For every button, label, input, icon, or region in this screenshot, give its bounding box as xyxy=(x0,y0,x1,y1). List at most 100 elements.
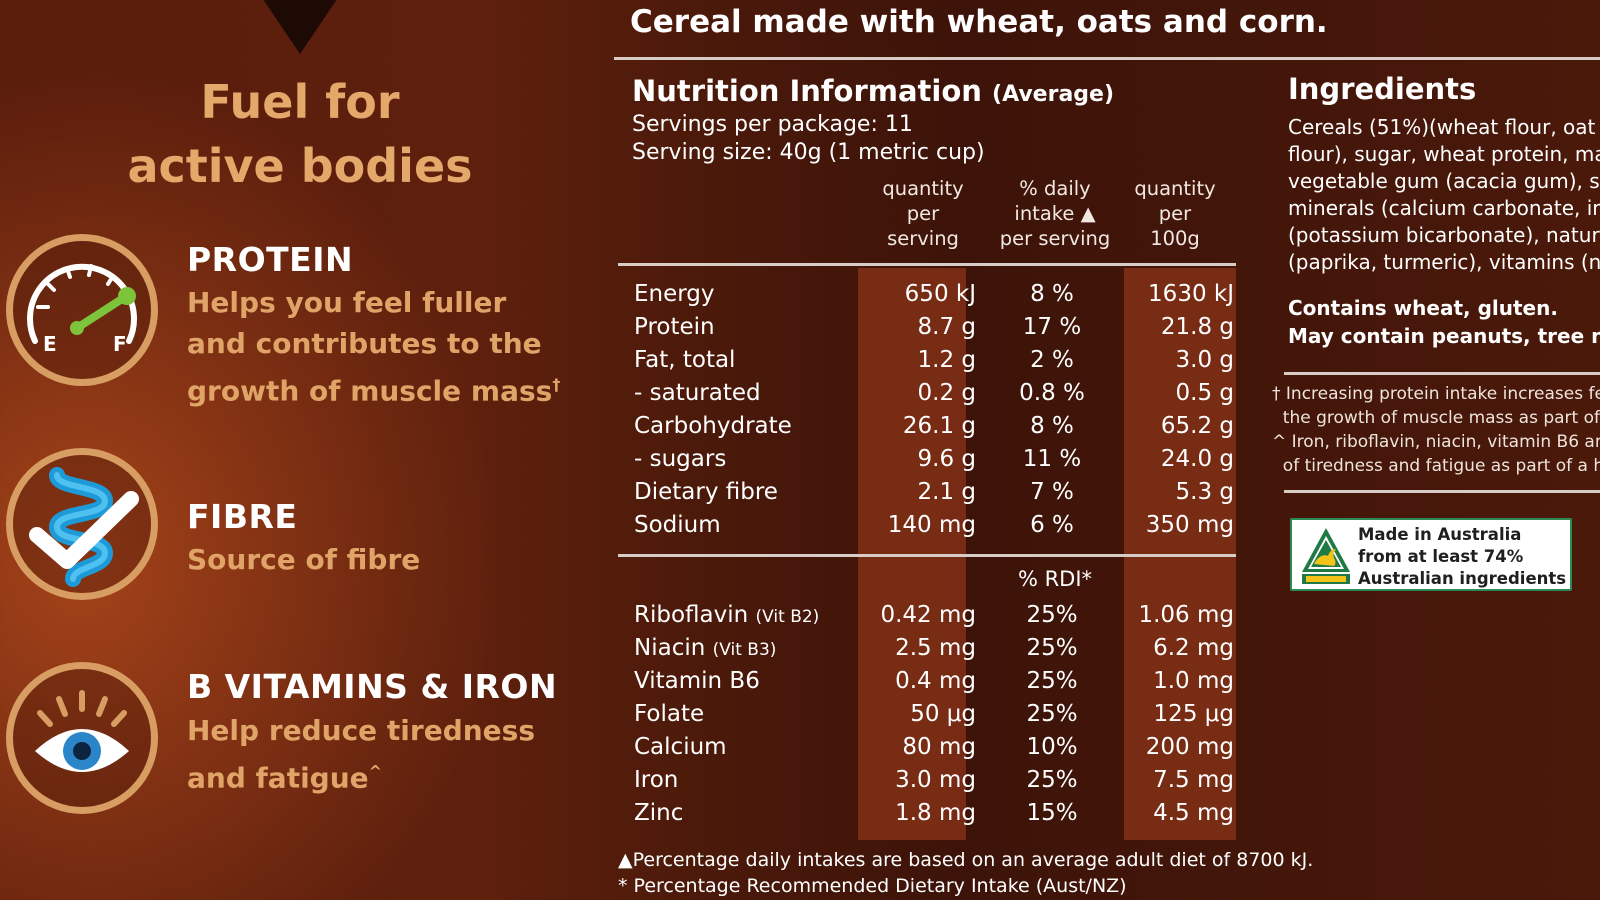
divider xyxy=(614,57,1600,60)
value-percent: 8 % xyxy=(1030,281,1074,307)
benefit-text-fibre: Source of fibre xyxy=(187,539,420,580)
nutrition-title-suffix: (Average) xyxy=(992,82,1115,107)
allergen-contains: Contains wheat, gluten. xyxy=(1288,296,1558,320)
nutrient-label: - sugars xyxy=(634,443,726,476)
gauge-full-label: F xyxy=(113,332,127,356)
nutrient-name: Folate xyxy=(634,701,705,727)
product-description: Cereal made with wheat, oats and corn. xyxy=(630,4,1328,40)
nutrition-row: Riboflavin (Vit B2) 0.42 mg 25% 1.06 mg xyxy=(618,599,1238,632)
made-in-line: Made in Australia xyxy=(1358,525,1522,544)
nutrition-row: Carbohydrate 26.1 g 8 % 65.2 g xyxy=(618,410,1238,443)
value-per-serving: 0.4 mg xyxy=(895,668,976,694)
ingredients-text: Cereals (51%)(wheat flour, oat flour), s… xyxy=(1288,114,1600,276)
nutrient-name: Calcium xyxy=(634,734,727,760)
value-per-100g: 3.0 g xyxy=(1175,347,1235,373)
nutrient-name: Protein xyxy=(634,314,715,340)
value-percent: 25% xyxy=(1026,701,1078,727)
benefit-title-fibre: FIBRE xyxy=(187,497,298,536)
nutrition-row: Iron 3.0 mg 25% 7.5 mg xyxy=(618,764,1238,797)
nutrient-label: Zinc xyxy=(634,797,683,832)
value-percent: 25% xyxy=(1026,635,1078,661)
nutrient-subname: (Vit B2) xyxy=(755,607,820,627)
gut-checkmark-icon xyxy=(6,448,158,600)
value-per-100g: 350 mg xyxy=(1145,512,1234,538)
ingredients-line: flour), sugar, wheat protein, ma xyxy=(1288,142,1600,166)
made-in-text: Made in Australia from at least 74% Aust… xyxy=(1358,524,1570,590)
benefit-text-line: Help reduce tiredness xyxy=(187,714,536,747)
value-per-100g: 21.8 g xyxy=(1160,314,1234,340)
value-percent: 7 % xyxy=(1030,479,1074,505)
divider xyxy=(1284,372,1600,375)
nutrition-row: Sodium 140 mg 6 % 350 mg xyxy=(618,509,1238,542)
value-per-100g: 1.0 mg xyxy=(1153,668,1234,694)
value-percent: 25% xyxy=(1026,602,1078,628)
value-percent: 0.8 % xyxy=(1019,380,1085,406)
australian-made-kangaroo-logo xyxy=(1302,528,1350,584)
headline: Fuel for active bodies xyxy=(100,70,500,198)
nutrient-label: Sodium xyxy=(634,509,721,542)
value-per-serving: 8.7 g xyxy=(917,314,977,340)
made-in-line: Australian ingredients xyxy=(1358,569,1567,588)
column-header-daily-intake: % daily intake ▲ per serving xyxy=(999,177,1111,250)
nutrient-label: Folate xyxy=(634,698,704,733)
headline-line-1: Fuel for xyxy=(200,75,400,129)
nutrient-name: - sugars xyxy=(634,446,727,472)
servings-per-package: Servings per package: 11 xyxy=(632,112,913,137)
ingredients-line: Cereals (51%)(wheat flour, oat xyxy=(1288,115,1596,139)
value-per-serving: 80 mg xyxy=(902,734,976,760)
value-percent: 17 % xyxy=(1022,314,1082,340)
benefit-text-line: Helps you feel fuller xyxy=(187,286,507,319)
rdi-header: % RDI* xyxy=(1017,567,1093,591)
nutrition-row: Fat, total 1.2 g 2 % 3.0 g xyxy=(618,344,1238,377)
benefit-text-line: growth of muscle mass xyxy=(187,374,553,408)
nutrient-name: Energy xyxy=(634,281,715,307)
nutrient-name: Niacin xyxy=(634,635,706,661)
value-percent: 25% xyxy=(1026,767,1078,793)
value-percent: 2 % xyxy=(1030,347,1074,373)
allergen-may-contain: May contain peanuts, tree nut xyxy=(1288,324,1600,348)
value-per-serving: 650 kJ xyxy=(904,281,976,307)
nutrient-label: Calcium xyxy=(634,731,727,766)
value-percent: 10% xyxy=(1026,734,1078,760)
benefit-text-line: and fatigue xyxy=(187,761,369,795)
value-percent: 15% xyxy=(1026,800,1078,826)
nutrition-row: Protein 8.7 g 17 % 21.8 g xyxy=(618,311,1238,344)
claim-note-line: † Increasing protein intake increases fe… xyxy=(1272,384,1600,404)
ingredients-line: minerals (calcium carbonate, iro xyxy=(1288,196,1600,220)
nutrient-name: Zinc xyxy=(634,800,684,826)
nutrient-label: Energy xyxy=(634,278,715,311)
nutrition-title: Nutrition Information (Average) xyxy=(632,74,1114,108)
nutrient-name: - saturated xyxy=(634,380,761,406)
nutrition-row: Dietary fibre 2.1 g 7 % 5.3 g xyxy=(618,476,1238,509)
nutrient-name: Sodium xyxy=(634,512,721,538)
made-in-line: from at least 74% xyxy=(1358,547,1524,566)
value-per-100g: 6.2 mg xyxy=(1153,635,1234,661)
claim-note-line: the growth of muscle mass as part of a xyxy=(1272,408,1600,428)
nutrient-name: Riboflavin xyxy=(634,602,749,628)
nutrition-row: - sugars 9.6 g 11 % 24.0 g xyxy=(618,443,1238,476)
nutrient-label: Carbohydrate xyxy=(634,410,792,443)
value-per-100g: 5.3 g xyxy=(1175,479,1235,505)
ingredients-line: (potassium bicarbonate), natur xyxy=(1288,223,1600,247)
gauge-empty-label: E xyxy=(43,332,57,356)
nutrient-label: Fat, total xyxy=(634,344,735,377)
fuel-gauge-icon: E F xyxy=(6,234,158,386)
nutrient-label: Protein xyxy=(634,311,715,344)
value-per-serving: 50 μg xyxy=(910,701,976,727)
value-per-serving: 3.0 mg xyxy=(895,767,976,793)
value-per-100g: 0.5 g xyxy=(1175,380,1235,406)
claim-note-line: ^ Iron, riboflavin, niacin, vitamin B6 a… xyxy=(1272,432,1600,452)
ingredients-line: (paprika, turmeric), vitamins (nia xyxy=(1288,250,1600,274)
nutrient-label: Riboflavin (Vit B2) xyxy=(634,599,819,634)
nutrient-name: Dietary fibre xyxy=(634,479,778,505)
nutrient-subname: (Vit B3) xyxy=(712,640,777,660)
claim-note-line: of tiredness and fatigue as part of a he… xyxy=(1272,456,1600,476)
made-in-australia-badge: Made in Australia from at least 74% Aust… xyxy=(1290,518,1572,591)
value-percent: 8 % xyxy=(1030,413,1074,439)
nutrition-title-text: Nutrition Information xyxy=(632,74,982,108)
allergen-statement: Contains wheat, gluten. May contain pean… xyxy=(1288,294,1600,350)
nutrient-label: Iron xyxy=(634,764,678,799)
value-per-100g: 1.06 mg xyxy=(1138,602,1234,628)
value-per-100g: 24.0 g xyxy=(1160,446,1234,472)
nutrient-label: - saturated xyxy=(634,377,761,410)
